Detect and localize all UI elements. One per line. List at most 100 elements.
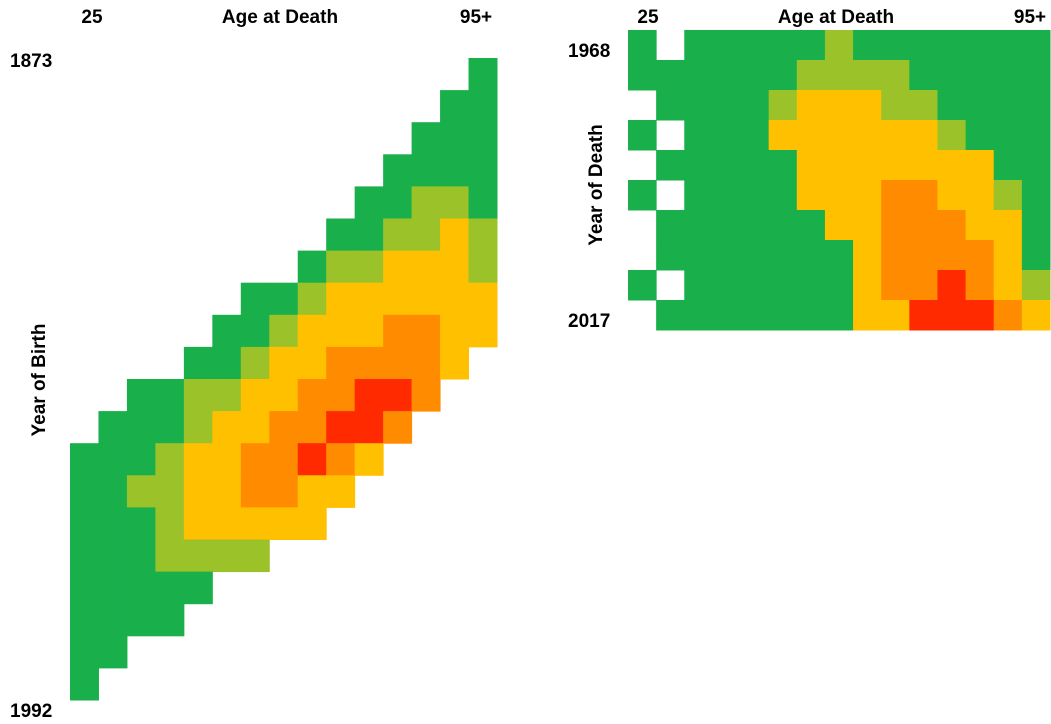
- heat-cell: [269, 379, 299, 412]
- heat-cell: [1021, 90, 1051, 121]
- heat-cell: [740, 90, 770, 121]
- heat-cell: [684, 60, 713, 91]
- heat-cell: [354, 443, 384, 476]
- x-tick-label: 95+: [460, 7, 492, 28]
- heat-cell: [70, 507, 99, 540]
- heat-cell: [993, 210, 1023, 241]
- heat-cell: [70, 571, 99, 605]
- heat-cell: [240, 539, 270, 573]
- heat-cell: [740, 240, 770, 271]
- heat-cell: [155, 571, 185, 605]
- heat-cell: [937, 90, 967, 121]
- heat-cell: [684, 300, 713, 331]
- heat-cell: [297, 346, 327, 380]
- heat-cell: [383, 250, 413, 284]
- heat-cell: [993, 30, 1023, 61]
- heat-cell: [881, 180, 910, 211]
- heat-cell: [326, 379, 356, 412]
- heat-cell: [183, 539, 213, 573]
- heat-cell: [881, 270, 910, 301]
- heat-cell: [183, 443, 213, 476]
- heat-cell: [712, 300, 742, 331]
- heat-cell: [965, 150, 995, 181]
- y-tick-label: 2017: [568, 311, 610, 332]
- heat-cell: [937, 120, 967, 151]
- heat-cell: [297, 475, 327, 508]
- heat-cell: [853, 300, 882, 331]
- heat-cell: [269, 346, 299, 380]
- heat-cell: [796, 150, 826, 181]
- heat-cell: [383, 218, 413, 252]
- heat-cell: [440, 122, 470, 155]
- heat-cell: [440, 90, 470, 123]
- heat-cell: [965, 300, 995, 331]
- heat-cell: [98, 475, 128, 508]
- heat-cell: [768, 150, 798, 181]
- heat-cell: [126, 379, 156, 412]
- heat-cell: [909, 120, 938, 151]
- heat-cell: [1021, 60, 1051, 91]
- heat-cell: [468, 186, 498, 219]
- heat-cell: [853, 210, 882, 241]
- heat-cell: [98, 635, 128, 669]
- heat-cell: [824, 120, 854, 151]
- heat-cell: [383, 346, 413, 380]
- heat-cell: [881, 300, 910, 331]
- heat-cell: [411, 218, 441, 252]
- heat-cell: [628, 180, 657, 211]
- heat-cell: [1021, 150, 1051, 181]
- heat-cell: [881, 60, 910, 91]
- heat-cell: [183, 475, 213, 508]
- heat-cell: [853, 150, 882, 181]
- heat-cell: [269, 282, 299, 316]
- heat-cell: [98, 411, 128, 444]
- heat-cell: [853, 90, 882, 121]
- heat-cell: [297, 282, 327, 316]
- heat-cell: [740, 180, 770, 211]
- heat-cell: [326, 443, 356, 476]
- heat-cell: [354, 186, 384, 219]
- heat-cell: [240, 475, 270, 508]
- heat-cell: [768, 90, 798, 121]
- heat-cell: [712, 120, 742, 151]
- heat-cell: [126, 475, 156, 508]
- heat-cell: [853, 120, 882, 151]
- heat-cell: [411, 314, 441, 348]
- heat-cell: [411, 379, 441, 412]
- heat-cell: [824, 180, 854, 211]
- heat-cell: [183, 507, 213, 540]
- heat-cell: [212, 443, 242, 476]
- heat-cell: [326, 250, 356, 284]
- heat-cell: [411, 250, 441, 284]
- heat-cell: [937, 60, 967, 91]
- heat-cell: [440, 346, 470, 380]
- heat-cell: [740, 300, 770, 331]
- heat-cell: [740, 120, 770, 151]
- heat-cell: [993, 60, 1023, 91]
- heat-cell: [853, 60, 882, 91]
- heat-cell: [468, 218, 498, 252]
- heat-cell: [383, 154, 413, 187]
- heat-cell: [98, 571, 128, 605]
- heat-cell: [881, 150, 910, 181]
- heat-cell: [98, 539, 128, 573]
- heat-cell: [824, 60, 854, 91]
- heat-cell: [468, 90, 498, 123]
- heat-cell: [354, 379, 384, 412]
- heat-cell: [909, 150, 938, 181]
- heat-cell: [965, 210, 995, 241]
- heat-cell: [965, 60, 995, 91]
- heat-cell: [240, 346, 270, 380]
- heat-cell: [411, 186, 441, 219]
- heat-cell: [796, 90, 826, 121]
- x-axis-label: Age at Death: [222, 7, 338, 28]
- x-tick-label: 25: [81, 7, 103, 28]
- heat-cell: [712, 210, 742, 241]
- heat-cell: [240, 282, 270, 316]
- heat-cell: [656, 60, 685, 91]
- heat-cell: [354, 282, 384, 316]
- heat-cell: [183, 346, 213, 380]
- heat-cell: [853, 240, 882, 271]
- heat-cell: [70, 475, 99, 508]
